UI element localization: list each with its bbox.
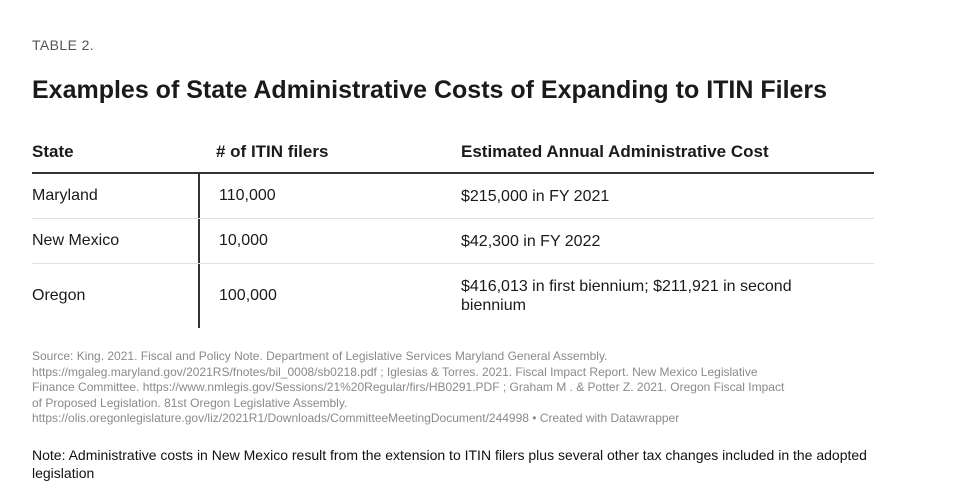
cell-state: Maryland xyxy=(32,187,98,204)
table-row: New Mexico 10,000 $42,300 in FY 2022 xyxy=(32,219,874,264)
cell-admin-cost: $416,013 in first biennium; $211,921 in … xyxy=(461,278,792,314)
cell-itin-filers: 110,000 xyxy=(198,174,461,218)
source-line: Source: King. 2021. Fiscal and Policy No… xyxy=(32,349,608,363)
cell-itin-filers: 100,000 xyxy=(198,264,461,328)
table-title: Examples of State Administrative Costs o… xyxy=(32,76,828,104)
cell-admin-cost: $215,000 in FY 2021 xyxy=(461,187,610,205)
table-label: TABLE 2. xyxy=(32,37,95,53)
cell-itin-filers: 10,000 xyxy=(198,219,461,263)
column-header-admin-cost: Estimated Annual Administrative Cost xyxy=(461,142,769,161)
source-line: https://mgaleg.maryland.gov/2021RS/fnote… xyxy=(32,364,758,379)
table-row: Oregon 100,000 $416,013 in first bienniu… xyxy=(32,264,874,328)
table-row: Maryland 110,000 $215,000 in FY 2021 xyxy=(32,174,874,219)
data-table: State # of ITIN filers Estimated Annual … xyxy=(32,136,874,328)
source-line: https://olis.oregonlegislature.gov/liz/2… xyxy=(32,411,680,426)
table-header: State # of ITIN filers Estimated Annual … xyxy=(32,136,874,174)
source-line: of Proposed Legislation. 81st Oregon Leg… xyxy=(32,395,348,410)
column-header-itin-filers: # of ITIN filers xyxy=(216,142,329,161)
cell-state: Oregon xyxy=(32,287,86,304)
table-note: Note: Administrative costs in New Mexico… xyxy=(32,447,867,481)
cell-state: New Mexico xyxy=(32,232,120,249)
column-header-state: State xyxy=(32,142,74,161)
source-citation: Source: King. 2021. Fiscal and Policy No… xyxy=(32,349,882,427)
source-line: Finance Committee. https://www.nmlegis.g… xyxy=(32,380,785,395)
cell-admin-cost: $42,300 in FY 2022 xyxy=(461,232,601,250)
